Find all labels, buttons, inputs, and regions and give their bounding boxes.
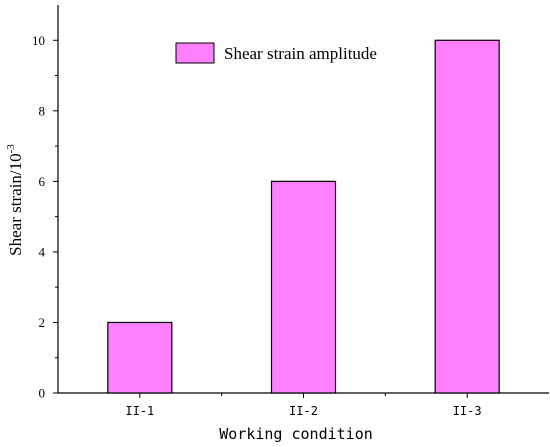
x-tick-label: II-1	[125, 404, 154, 418]
x-ticks: II-1 II-2 II-3	[125, 393, 482, 418]
y-tick-label: 0	[39, 386, 46, 401]
bars	[107, 39, 500, 394]
y-ticks: 0 2 4 6 8 10	[32, 33, 58, 401]
bar-II-2	[270, 180, 337, 394]
y-tick-label: 6	[39, 174, 46, 189]
y-axis-title-main: Shear strain/10	[6, 153, 25, 255]
legend-swatch	[175, 42, 215, 64]
y-tick-label: 10	[32, 33, 45, 48]
y-tick-label: 4	[39, 244, 46, 259]
legend: Shear strain amplitude	[175, 42, 377, 64]
legend-label: Shear strain amplitude	[224, 44, 377, 63]
x-axis-title: Working condition	[219, 425, 373, 443]
y-axis-title-exponent: -3	[5, 144, 17, 154]
bar-II-3	[434, 39, 500, 394]
bar-II-1	[107, 321, 173, 394]
x-tick-label: II-2	[289, 404, 318, 418]
x-tick-label: II-3	[453, 404, 482, 418]
y-axis-title: Shear strain/10-3	[5, 144, 25, 256]
y-tick-label: 8	[39, 103, 46, 118]
y-tick-label: 2	[39, 315, 46, 330]
